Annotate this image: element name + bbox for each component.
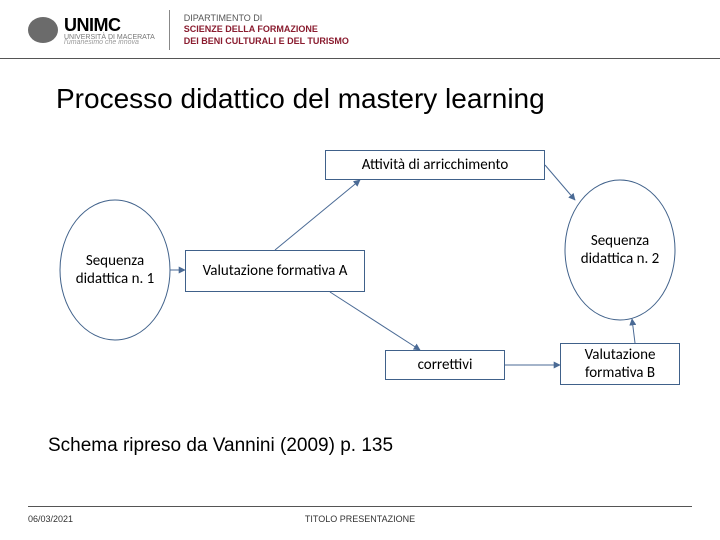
node-valA-label: Valutazione formativa A [203,262,348,280]
node-valA: Valutazione formativa A [185,250,365,292]
edge-valA-enrich [275,180,360,250]
flowchart: Attività di arricchimento Valutazione fo… [0,125,720,435]
department-block: DIPARTIMENTO DI SCIENZE DELLA FORMAZIONE… [184,13,349,47]
page-title: Processo didattico del mastery learning [0,59,720,125]
edge-enrich-seq2 [545,165,575,200]
header-divider [169,10,170,50]
edge-valB-seq2 [632,319,635,343]
logo-block: UNIMC UNIVERSITÀ DI MACERATA l'umanesimo… [28,15,155,46]
node-enrich: Attività di arricchimento [325,150,545,180]
logo-main: UNIMC [64,15,121,35]
slide-header: UNIMC UNIVERSITÀ DI MACERATA l'umanesimo… [0,0,720,59]
footer-title: TITOLO PRESENTAZIONE [305,514,415,524]
node-valB-label: Valutazione formativa B [561,346,679,382]
node-seq1: Sequenza didattica n. 1 [70,240,160,300]
dept-line3: DEI BENI CULTURALI E DEL TURISMO [184,36,349,47]
node-enrich-label: Attività di arricchimento [362,156,509,174]
node-seq2-label: Sequenza didattica n. 2 [575,232,665,268]
diagram-caption: Schema ripreso da Vannini (2009) p. 135 [0,435,720,457]
dept-line2: SCIENZE DELLA FORMAZIONE [184,24,349,35]
logo-text-block: UNIMC UNIVERSITÀ DI MACERATA l'umanesimo… [64,15,155,46]
node-corr-label: correttivi [418,356,473,374]
footer-date: 06/03/2021 [28,514,73,524]
footer-rule [28,506,692,507]
slide-footer: 06/03/2021 TITOLO PRESENTAZIONE [0,514,720,524]
university-seal-icon [28,17,58,43]
node-corr: correttivi [385,350,505,380]
node-seq1-label: Sequenza didattica n. 1 [70,252,160,288]
edge-valA-corr [330,292,420,350]
node-valB: Valutazione formativa B [560,343,680,385]
dept-line1: DIPARTIMENTO DI [184,13,349,24]
node-seq2: Sequenza didattica n. 2 [575,220,665,280]
